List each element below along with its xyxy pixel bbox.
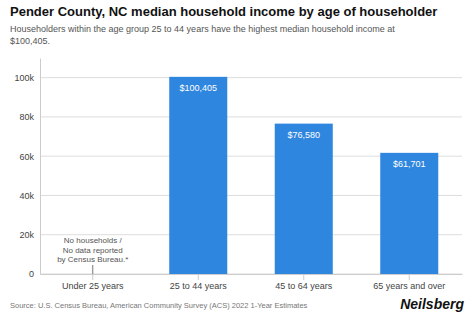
x-tick: 65 years and over: [373, 274, 445, 291]
data-labels: $100,405 $76,580 $61,701: [179, 83, 425, 169]
x-tick-mark: [303, 274, 304, 280]
x-tick: 25 to 44 years: [170, 274, 228, 291]
x-tick-label: 25 to 44 years: [170, 281, 228, 291]
text-line: No households /: [64, 236, 123, 245]
y-tick: 60k: [19, 152, 40, 162]
y-tick: 40k: [19, 191, 40, 201]
annotation: No households /No data reportedby Census…: [57, 236, 128, 264]
text-line: Householders within the age group 25 to …: [10, 24, 395, 34]
y-axis-line: [40, 59, 41, 275]
x-tick-label: 45 to 64 years: [275, 281, 333, 291]
grid-line: [40, 77, 462, 78]
y-tick: 100k: [14, 73, 40, 83]
x-axis-line: [41, 274, 463, 275]
x-tick: 45 to 64 years: [275, 274, 333, 291]
data-label: $61,701: [393, 159, 426, 169]
text-line: Pender County, NC median household incom…: [10, 4, 437, 19]
y-tick-label: 100k: [14, 73, 34, 83]
bar: [380, 153, 438, 274]
x-tick-label: 65 years and over: [373, 281, 445, 291]
annotation-line: [92, 265, 93, 274]
x-tick-mark: [198, 274, 199, 280]
x-tick: Under 25 years: [62, 274, 124, 291]
y-tick-label: 40k: [19, 191, 34, 201]
y-tick-label: 20k: [19, 230, 34, 240]
y-tick: 80k: [19, 112, 40, 122]
chart: Pender County, NC median household incom…: [0, 0, 474, 316]
y-tick-label: 0: [29, 269, 34, 279]
brand: Neilsberg: [400, 296, 464, 312]
y-tick: 0: [29, 269, 40, 279]
data-label: $100,405: [179, 83, 217, 93]
bar: [275, 124, 333, 274]
y-axis: 0 20k 40k 60k 80k 100k: [14, 59, 40, 280]
grid: [40, 78, 462, 274]
data-label: $76,580: [287, 130, 320, 140]
bars: [169, 77, 438, 274]
y-tick-label: 60k: [19, 152, 34, 162]
x-tick-label: Under 25 years: [62, 281, 124, 291]
x-tick-mark: [92, 274, 93, 280]
x-tick-mark: [409, 274, 410, 280]
text-line: $100,405.: [10, 36, 50, 46]
y-tick-label: 80k: [19, 112, 34, 122]
y-tick: 20k: [19, 230, 40, 240]
subtitle: Householders within the age group 25 to …: [10, 24, 395, 46]
grid-line: [40, 116, 462, 117]
source: Source: U.S. Census Bureau, American Com…: [10, 301, 308, 310]
text-line: No data reported: [63, 246, 123, 255]
bar: [169, 77, 227, 274]
text-line: by Census Bureau.*: [57, 255, 128, 264]
x-axis: Under 25 years 25 to 44 years 45 to 64 yea…: [41, 274, 463, 291]
title: Pender County, NC median household incom…: [10, 4, 437, 19]
